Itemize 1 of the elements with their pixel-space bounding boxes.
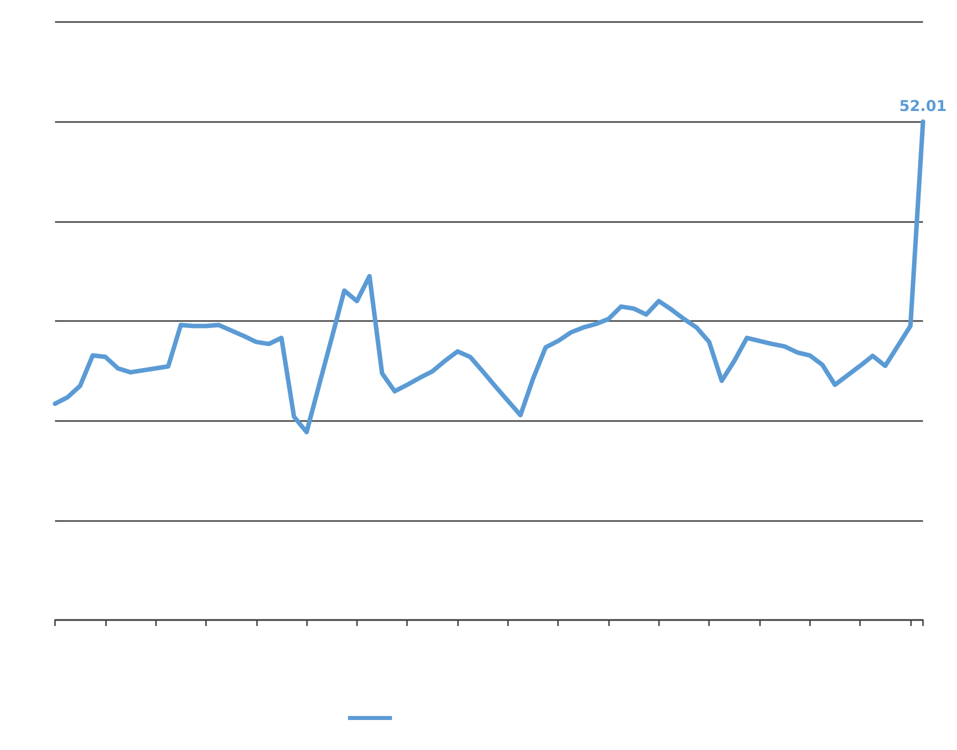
annotation: 52.01 <box>899 97 947 116</box>
